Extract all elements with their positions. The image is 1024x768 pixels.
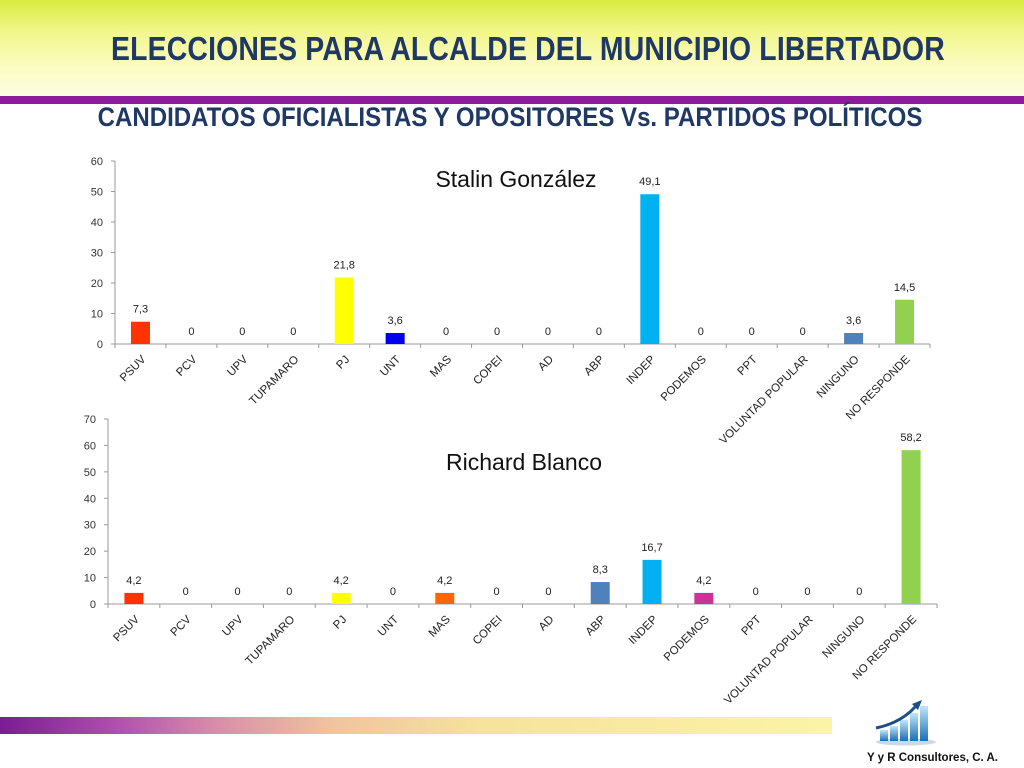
page-title: ELECCIONES PARA ALCALDE DEL MUNICIPIO LI… — [111, 30, 945, 67]
chart2-category-label: COPEI — [471, 614, 505, 648]
chart2-data-label: 4,2 — [334, 575, 349, 587]
chart2-category-label: AD — [537, 614, 557, 634]
chart2-category-label: TUPAMARO — [243, 614, 297, 668]
chart2-data-label: 4,2 — [437, 575, 452, 587]
chart2-data-label: 4,2 — [126, 575, 141, 587]
chart2-data-label: 58,2 — [900, 432, 921, 444]
chart1-data-label: 7,3 — [133, 304, 148, 316]
chart2-bar-pj — [331, 592, 351, 604]
chart2-bar-psuv — [124, 592, 144, 604]
chart2-y-tick-label: 20 — [84, 546, 96, 558]
chart2-data-label: 16,7 — [641, 542, 662, 554]
chart1-bar-pj — [334, 277, 354, 344]
chart2-data-label: 0 — [804, 586, 810, 598]
chart1-data-label: 0 — [239, 326, 245, 338]
chart2-data-label: 0 — [856, 586, 862, 598]
chart2-data-label: 0 — [390, 586, 396, 598]
chart2-category-label: PODEMOS — [662, 613, 712, 663]
chart1-y-tick-label: 50 — [91, 187, 103, 199]
chart2-category-label: UNT — [376, 614, 401, 639]
chart2-y-tick-label: 50 — [84, 467, 96, 479]
chart1-data-label: 0 — [494, 326, 500, 338]
chart1-y-tick-label: 40 — [91, 217, 103, 229]
header-band — [0, 0, 1024, 96]
chart1-data-label: 0 — [188, 326, 194, 338]
chart1-data-label: 21,8 — [334, 260, 355, 272]
chart2-category-label: PJ — [331, 614, 349, 632]
chart1-y-tick-label: 60 — [91, 156, 103, 168]
chart1-title: Stalin González — [435, 166, 596, 192]
footer-gradient-bar — [0, 717, 832, 734]
chart1-y-tick-label: 20 — [91, 278, 103, 290]
chart2-category-label: MAS — [427, 613, 453, 639]
chart1-data-label: 49,1 — [639, 176, 660, 188]
chart2-category-label: ABP — [584, 613, 609, 638]
chart2-category-label: PSUV — [111, 613, 142, 644]
chart1-bar-ninguno — [844, 333, 864, 344]
chart2-data-label: 0 — [494, 586, 500, 598]
chart2-bar-abp — [590, 582, 610, 604]
chart2-y-tick-label: 70 — [84, 414, 96, 426]
chart2-data-label: 0 — [183, 586, 189, 598]
page-subtitle: CANDIDATOS OFICIALISTAS Y OPOSITORES Vs.… — [97, 102, 923, 132]
chart1-data-label: 0 — [290, 326, 296, 338]
chart2-bar-podemos — [694, 592, 714, 604]
chart2-data-label: 0 — [753, 586, 759, 598]
chart1-y-tick-label: 10 — [91, 309, 103, 321]
chart1-data-label: 3,6 — [388, 315, 403, 327]
chart2-y-tick-label: 0 — [90, 599, 96, 611]
chart2-category-label: NINGUNO — [821, 614, 868, 661]
chart1-y-tick-label: 0 — [97, 339, 103, 351]
chart2-category-label: VOLUNTAD POPULAR — [722, 614, 815, 707]
chart2-category-label: INDEP — [627, 613, 661, 647]
chart2-y-tick-label: 60 — [84, 440, 96, 452]
chart2-bar-indep — [642, 559, 662, 604]
chart1-data-label: 0 — [596, 326, 602, 338]
chart1-bar-no-responde — [895, 299, 915, 344]
chart1-data-label: 0 — [698, 326, 704, 338]
chart2-category-label: PCV — [169, 613, 194, 638]
chart1-y-tick-label: 30 — [91, 248, 103, 260]
chart2-y-tick-label: 10 — [84, 573, 96, 585]
divider-band — [0, 96, 1024, 104]
chart1-bar-psuv — [130, 321, 150, 344]
chart1-data-label: 0 — [749, 326, 755, 338]
chart2-title: Richard Blanco — [446, 449, 602, 475]
chart1-data-label: 3,6 — [846, 315, 861, 327]
chart2-bar-mas — [435, 592, 455, 604]
chart2-data-label: 4,2 — [696, 575, 711, 587]
chart2-data-label: 0 — [234, 586, 240, 598]
chart1-data-label: 0 — [545, 326, 551, 338]
chart1-data-label: 14,5 — [894, 282, 915, 294]
chart1-data-label: 0 — [800, 326, 806, 338]
chart2-category-label: PPT — [739, 614, 763, 638]
chart2-y-tick-label: 40 — [84, 493, 96, 505]
chart1-bar-unt — [385, 333, 405, 344]
chart1-bar-indep — [640, 194, 660, 344]
chart2-bar-no-responde — [901, 450, 921, 604]
chart2-data-label: 8,3 — [593, 564, 608, 576]
chart2-data-label: 0 — [545, 586, 551, 598]
company-logo-icon — [875, 700, 936, 746]
chart2-category-label: UPV — [220, 613, 245, 638]
company-name: Y y R Consultores, C. A. — [867, 752, 998, 764]
chart2-data-label: 0 — [286, 586, 292, 598]
chart1-data-label: 0 — [443, 326, 449, 338]
chart2-y-tick-label: 30 — [84, 520, 96, 532]
